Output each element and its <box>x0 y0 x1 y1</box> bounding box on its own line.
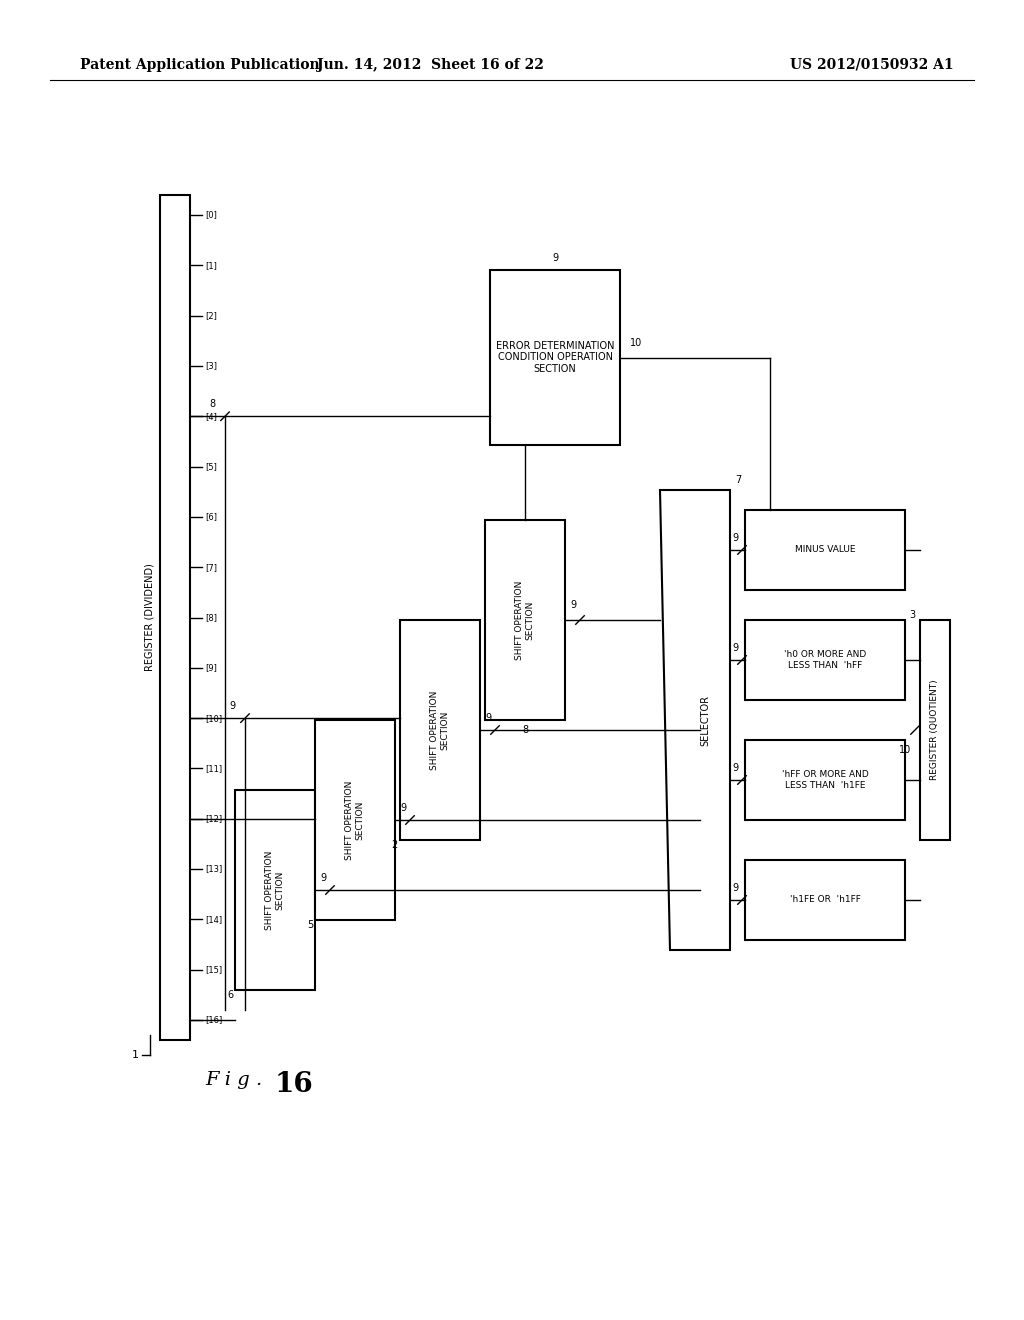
Text: 2: 2 <box>392 840 398 850</box>
Text: 9: 9 <box>732 763 738 774</box>
Text: SHIFT OPERATION
SECTION: SHIFT OPERATION SECTION <box>515 581 535 660</box>
Text: 9: 9 <box>552 253 558 263</box>
Text: 7: 7 <box>735 475 741 484</box>
Text: US 2012/0150932 A1: US 2012/0150932 A1 <box>790 58 953 73</box>
Text: REGISTER (DIVIDEND): REGISTER (DIVIDEND) <box>145 564 155 672</box>
Text: SHIFT OPERATION
SECTION: SHIFT OPERATION SECTION <box>265 850 285 929</box>
Text: SELECTOR: SELECTOR <box>700 694 710 746</box>
Bar <box>745 861 905 940</box>
Text: Jun. 14, 2012  Sheet 16 of 22: Jun. 14, 2012 Sheet 16 of 22 <box>316 58 544 73</box>
Text: [12]: [12] <box>205 814 222 824</box>
Text: 'h1FE OR  'h1FF: 'h1FE OR 'h1FF <box>790 895 860 904</box>
Bar <box>234 789 315 990</box>
Text: [11]: [11] <box>205 764 222 774</box>
Text: 10: 10 <box>899 744 911 755</box>
Text: [1]: [1] <box>205 261 217 269</box>
Text: 3: 3 <box>909 610 915 620</box>
Text: [2]: [2] <box>205 312 217 321</box>
Text: 5: 5 <box>307 920 313 931</box>
Bar <box>160 195 190 1040</box>
Text: [13]: [13] <box>205 865 222 874</box>
Text: [10]: [10] <box>205 714 222 722</box>
Text: 9: 9 <box>732 883 738 894</box>
Text: 9: 9 <box>485 713 492 723</box>
Text: 'hFF OR MORE AND
LESS THAN  'h1FE: 'hFF OR MORE AND LESS THAN 'h1FE <box>781 771 868 789</box>
Text: SHIFT OPERATION
SECTION: SHIFT OPERATION SECTION <box>345 780 365 859</box>
Text: 9: 9 <box>400 803 407 813</box>
Text: 8: 8 <box>522 725 528 735</box>
Text: [3]: [3] <box>205 362 217 371</box>
Text: REGISTER (QUOTIENT): REGISTER (QUOTIENT) <box>931 680 939 780</box>
Text: 1: 1 <box>131 1049 138 1060</box>
Bar <box>920 620 950 840</box>
Bar <box>485 520 565 719</box>
Text: 6: 6 <box>227 990 233 1001</box>
Text: [8]: [8] <box>205 612 217 622</box>
Text: [0]: [0] <box>205 210 217 219</box>
Text: 9: 9 <box>570 601 577 610</box>
Bar <box>745 741 905 820</box>
Bar <box>400 620 480 840</box>
Text: 16: 16 <box>275 1072 313 1098</box>
Text: 'h0 OR MORE AND
LESS THAN  'hFF: 'h0 OR MORE AND LESS THAN 'hFF <box>784 651 866 669</box>
Text: 9: 9 <box>229 701 236 711</box>
Bar <box>315 719 395 920</box>
Text: 9: 9 <box>732 643 738 653</box>
Text: 8: 8 <box>209 399 215 409</box>
Text: MINUS VALUE: MINUS VALUE <box>795 545 855 554</box>
Text: 9: 9 <box>732 533 738 543</box>
Bar <box>490 271 620 445</box>
Bar <box>745 620 905 700</box>
Text: [14]: [14] <box>205 915 222 924</box>
Text: ERROR DETERMINATION
CONDITION OPERATION
SECTION: ERROR DETERMINATION CONDITION OPERATION … <box>496 341 614 374</box>
Polygon shape <box>660 490 730 950</box>
Text: [7]: [7] <box>205 562 217 572</box>
Text: 9: 9 <box>319 873 326 883</box>
Text: [6]: [6] <box>205 512 217 521</box>
Text: [15]: [15] <box>205 965 222 974</box>
Text: 10: 10 <box>630 338 642 347</box>
Text: SHIFT OPERATION
SECTION: SHIFT OPERATION SECTION <box>430 690 450 770</box>
Text: [5]: [5] <box>205 462 217 471</box>
Bar <box>745 510 905 590</box>
Text: [9]: [9] <box>205 664 217 672</box>
Text: [4]: [4] <box>205 412 217 421</box>
Text: Patent Application Publication: Patent Application Publication <box>80 58 319 73</box>
Text: F i g .: F i g . <box>205 1071 262 1089</box>
Text: [16]: [16] <box>205 1015 222 1024</box>
